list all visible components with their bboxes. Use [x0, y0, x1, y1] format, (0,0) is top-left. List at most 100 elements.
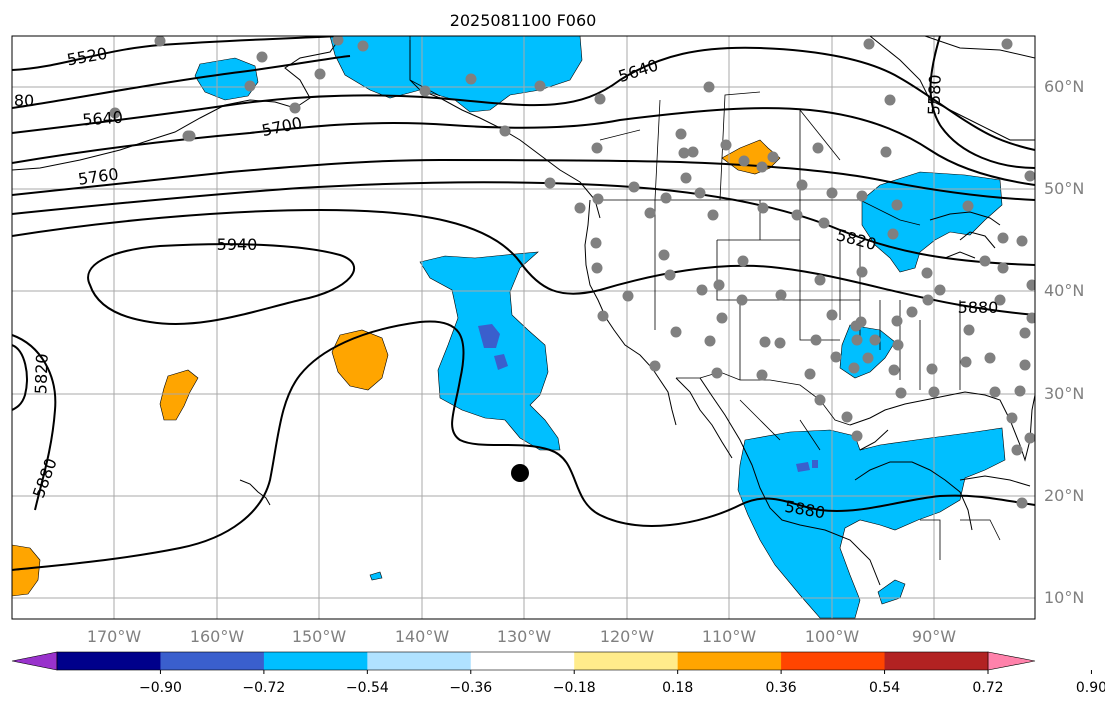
- station-dot: [962, 200, 974, 212]
- station-dot: [891, 315, 903, 327]
- anomaly-area-mexico-core: [796, 462, 810, 472]
- station-dot: [906, 306, 918, 318]
- colorbar-segment: [367, 652, 472, 670]
- station-dot: [818, 217, 830, 229]
- station-dot: [979, 255, 991, 267]
- station-dot: [707, 209, 719, 221]
- station-dot: [994, 294, 1006, 306]
- station-dot: [678, 147, 690, 159]
- station-dot: [989, 386, 1001, 398]
- station-dot: [774, 337, 786, 349]
- colorbar-tick-label: −0.72: [242, 680, 285, 696]
- height-contours: [12, 36, 1035, 571]
- station-dot: [851, 334, 863, 346]
- anomaly-area-small-2: [369, 571, 383, 581]
- anomaly-area-bering: [194, 57, 259, 101]
- contour-label-5580-east: 5580: [924, 74, 944, 115]
- station-dot: [863, 38, 875, 50]
- colorbar-tick-label: −0.18: [553, 680, 596, 696]
- contour-label-5640-west: 5640: [82, 108, 124, 130]
- station-dot: [154, 36, 166, 47]
- station-dot: [830, 351, 842, 363]
- station-dot: [499, 125, 511, 137]
- station-dot: [703, 81, 715, 93]
- station-dot: [856, 190, 868, 202]
- station-dot: [716, 312, 728, 324]
- station-dot: [757, 202, 769, 214]
- lon-label-170w: 170°W: [87, 627, 142, 646]
- coast-west-us: [584, 199, 733, 459]
- station-dot: [184, 130, 196, 142]
- station-dot: [963, 324, 975, 336]
- station-dot: [1024, 170, 1035, 182]
- station-dot: [736, 294, 748, 306]
- anomaly-area-great-lakes: [861, 171, 1003, 273]
- longitude-labels: 170°W 160°W 150°W 140°W 130°W 120°W 110°…: [87, 627, 956, 646]
- station-dot: [244, 80, 256, 92]
- lon-label-110w: 110°W: [702, 627, 757, 646]
- station-dot: [812, 142, 824, 154]
- station-dot: [887, 228, 899, 240]
- colorbar-tick-label: −0.90: [139, 680, 182, 696]
- station-markers: [109, 36, 1035, 509]
- station-dot: [419, 85, 431, 97]
- station-dot: [1001, 38, 1013, 50]
- anomaly-area-orange-southwest: [12, 544, 41, 597]
- lon-label-130w: 130°W: [497, 627, 552, 646]
- station-dot: [928, 386, 940, 398]
- station-dot: [628, 181, 640, 193]
- lon-label-100w: 100°W: [805, 627, 860, 646]
- map-frame: [11, 35, 1036, 620]
- station-dot: [256, 51, 268, 63]
- contour-label-5820-west: 5820: [31, 353, 51, 394]
- station-dot: [660, 192, 672, 204]
- lon-label-90w: 90°W: [912, 627, 956, 646]
- colorbar-segment: [160, 652, 265, 670]
- lon-label-150w: 150°W: [292, 627, 347, 646]
- station-dot: [465, 73, 477, 85]
- station-dot: [856, 266, 868, 278]
- lat-label-10: 10°N: [1044, 588, 1084, 607]
- station-dot: [891, 199, 903, 211]
- station-dot: [644, 207, 656, 219]
- station-dot: [591, 142, 603, 154]
- contour-5820: [12, 181, 1035, 266]
- station-dot: [804, 368, 816, 380]
- coast-hawaii: [239, 479, 271, 506]
- station-dot: [756, 369, 768, 381]
- station-dot: [759, 336, 771, 348]
- station-dot: [711, 367, 723, 379]
- station-dot: [1019, 359, 1031, 371]
- contour-5580-west: [12, 55, 351, 109]
- coast-great-lakes: [929, 211, 1001, 259]
- station-dot: [680, 172, 692, 184]
- station-dot: [534, 80, 546, 92]
- station-dot: [796, 179, 808, 191]
- station-dot: [997, 232, 1009, 244]
- station-dot: [696, 284, 708, 296]
- station-dot: [826, 309, 838, 321]
- black-dot-marker: [511, 464, 529, 482]
- colorbar-segment: [263, 652, 368, 670]
- contour-5700: [12, 107, 1035, 186]
- station-dot: [921, 267, 933, 279]
- station-dot: [1016, 497, 1028, 509]
- station-dot: [880, 146, 892, 158]
- anomaly-area-pacific-core-2: [494, 354, 508, 370]
- station-dot: [895, 387, 907, 399]
- contour-5580-east: [929, 36, 1035, 169]
- station-dot: [855, 316, 867, 328]
- station-dot: [756, 161, 768, 173]
- station-dot: [658, 249, 670, 261]
- station-dot: [670, 326, 682, 338]
- station-dot: [687, 146, 699, 158]
- station-dot: [997, 262, 1009, 274]
- lat-label-50: 50°N: [1044, 179, 1084, 198]
- station-dot: [289, 102, 301, 114]
- anomaly-area-orange-west: [159, 369, 199, 421]
- colorbar-tick-label: −0.54: [346, 680, 389, 696]
- colorbar-tick-label: 0.90: [1076, 680, 1105, 696]
- station-dot: [984, 352, 996, 364]
- station-dot: [1016, 235, 1028, 247]
